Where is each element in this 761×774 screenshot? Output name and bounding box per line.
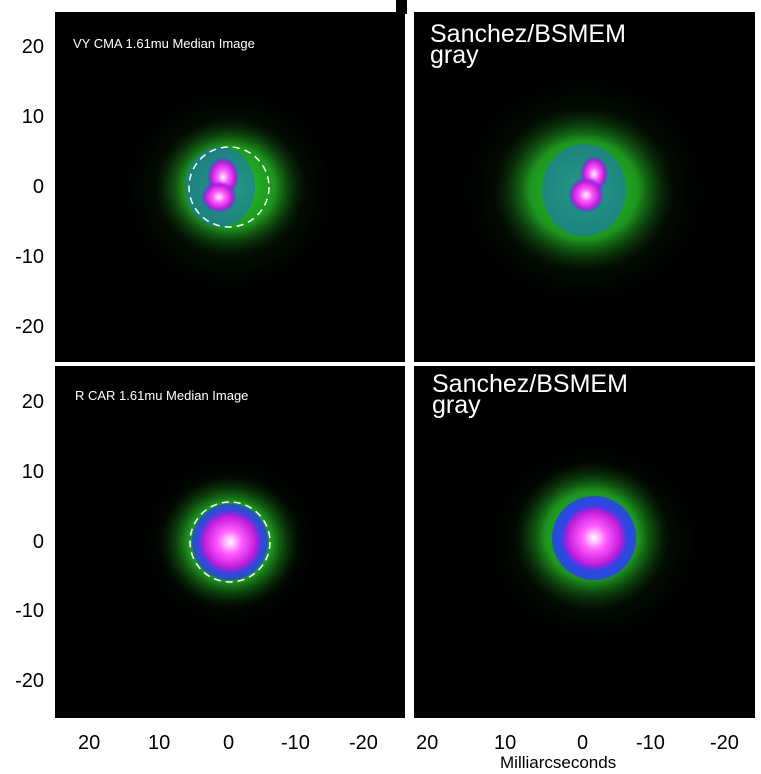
x-tick-left-20: 20 bbox=[78, 732, 101, 754]
vy-cma-image bbox=[110, 75, 350, 305]
x-tick-left-0: 0 bbox=[223, 732, 235, 754]
y-tick-bottom-minus20: -20 bbox=[15, 670, 44, 692]
y-tick-bottom-0: 0 bbox=[32, 531, 44, 553]
y-tick-top-minus10: -10 bbox=[15, 246, 44, 268]
x-tick-left-10: 10 bbox=[148, 732, 171, 754]
y-tick-top-20: 20 bbox=[21, 36, 44, 58]
panel-vy-cma-median: VY CMA 1.61mu Median Image bbox=[55, 12, 405, 362]
x-tick-right-10: 10 bbox=[494, 732, 517, 754]
vy-cma-panel-label: VY CMA 1.61mu Median Image bbox=[73, 36, 255, 51]
y-tick-bottom-10: 10 bbox=[21, 461, 44, 483]
x-tick-left-minus10: -10 bbox=[281, 732, 310, 754]
x-tick-left-minus20: -20 bbox=[349, 732, 378, 754]
panel-vy-cma-reconstruction: Sanchez/BSMEM gray bbox=[414, 12, 755, 362]
panel-r-car-median: R CAR 1.61mu Median Image bbox=[55, 366, 405, 718]
x-tick-right-0: 0 bbox=[577, 732, 589, 754]
x-axis-label: Milliarcseconds bbox=[500, 753, 617, 772]
vy-cma-reconstruction-image bbox=[444, 60, 724, 320]
r-car-reconstruction-image bbox=[474, 432, 714, 652]
y-tick-bottom-minus10: -10 bbox=[15, 600, 44, 622]
y-tick-top-10: 10 bbox=[21, 106, 44, 128]
y-tick-top-minus20: -20 bbox=[15, 316, 44, 338]
x-tick-right-minus20: -20 bbox=[710, 732, 739, 754]
y-tick-bottom-20: 20 bbox=[21, 391, 44, 413]
r-car-panel-label: R CAR 1.61mu Median Image bbox=[75, 388, 249, 403]
r-car-image bbox=[130, 447, 330, 637]
y-tick-top-0: 0 bbox=[32, 176, 44, 198]
vy-cma-reconstruction-label: Sanchez/BSMEM gray bbox=[430, 20, 626, 69]
top-marker bbox=[396, 0, 407, 14]
r-car-reconstruction-label: Sanchez/BSMEM gray bbox=[432, 370, 628, 419]
x-tick-right-minus10: -10 bbox=[636, 732, 665, 754]
panel-r-car-reconstruction: Sanchez/BSMEM gray bbox=[414, 366, 755, 718]
x-tick-right-20: 20 bbox=[416, 732, 439, 754]
